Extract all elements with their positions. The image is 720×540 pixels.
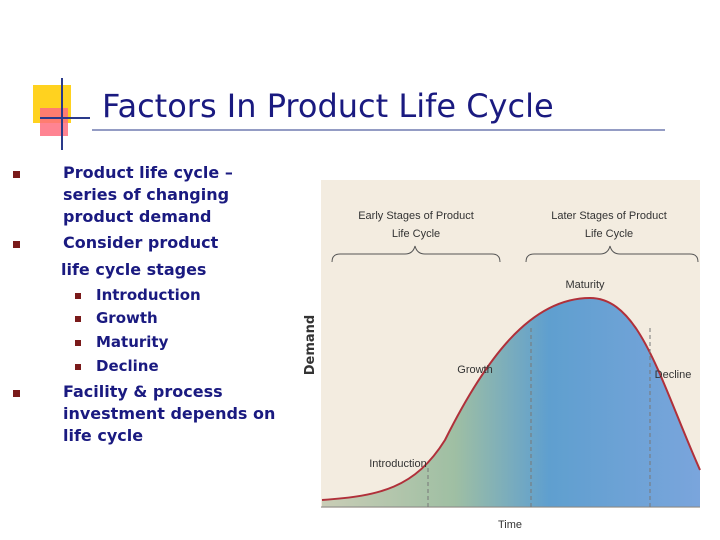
stage-label: Decline: [655, 369, 692, 381]
deco-red: [40, 108, 68, 136]
sub-bullet-text: Maturity: [96, 333, 169, 351]
demand-curve: [321, 296, 701, 501]
diagram: Early Stages of Product Life Cycle Later…: [303, 180, 701, 531]
bullets: Product life cycle – series of changing …: [13, 163, 275, 445]
bracket: [331, 245, 501, 263]
x-axis-label: Time: [498, 519, 522, 531]
bullet-text: series of changing: [63, 185, 229, 204]
sub-bullet: [75, 364, 81, 370]
y-axis-label: Demand: [303, 315, 318, 376]
title: Factors In Product Life Cycle: [102, 87, 554, 125]
bracket-label: Later Stages of Product: [551, 210, 667, 222]
bullet-text: Product life cycle –: [63, 163, 233, 182]
sub-bullet-text: Introduction: [96, 286, 201, 304]
bullet: [13, 390, 20, 397]
bracket-label: Life Cycle: [585, 228, 633, 240]
sub-bullet-text: Decline: [96, 357, 159, 375]
bullet-text: Facility & process: [63, 382, 223, 401]
stage-label: Maturity: [565, 279, 605, 291]
bracket: [525, 245, 699, 263]
sub-bullet: [75, 340, 81, 346]
bullet-text: Consider product: [63, 233, 219, 252]
bullet: [13, 171, 20, 178]
sub-bullet-text: Growth: [96, 309, 158, 327]
sub-bullet: [75, 293, 81, 299]
stage-label: Growth: [457, 364, 492, 376]
bullet-text: product demand: [63, 207, 212, 226]
stage-label: Introduction: [369, 458, 426, 470]
sub-bullet: [75, 316, 81, 322]
bullet: [13, 241, 20, 248]
bracket-label: Life Cycle: [392, 228, 440, 240]
curve-area: [322, 298, 700, 507]
bullet-text: life cycle stages: [61, 260, 206, 279]
bullet-text: investment depends on: [63, 404, 275, 423]
bracket-label: Early Stages of Product: [358, 210, 474, 222]
bullet-text: life cycle: [63, 426, 143, 445]
